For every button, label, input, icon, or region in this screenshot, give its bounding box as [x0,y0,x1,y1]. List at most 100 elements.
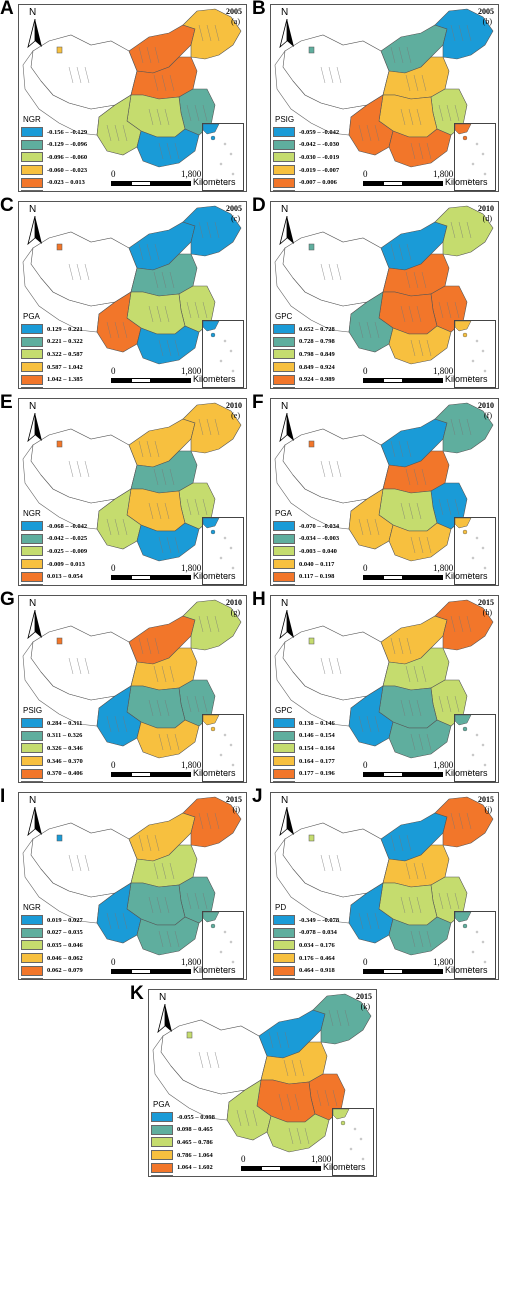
legend-class-label: -0.096 – -0.060 [47,153,88,161]
legend-item: 0.221 – 0.322 [21,336,113,349]
legend-class-label: 0.311 – 0.326 [47,732,83,740]
region-enclave [308,243,315,251]
scale-mid-label: 1,800 [433,563,454,573]
choropleth-map [274,599,494,759]
north-arrow-icon [279,216,294,246]
legend-swatch [21,915,43,926]
legend-item-no-data: No data [21,977,113,979]
legend-class-label: -0.030 – -0.019 [299,153,340,161]
legend-class-label: 0.117 – 0.198 [299,573,335,581]
region-sw [96,685,142,747]
legend-swatch [273,374,295,385]
legend-swatch [21,927,43,938]
south-china-sea-inset [202,320,244,388]
legend-swatch [21,584,43,585]
legend-swatch [151,1124,173,1135]
legend-class-label: 1.042 – 1.385 [47,376,83,384]
legend-swatch [273,584,295,585]
legend-item: 0.177 – 0.196 [273,767,365,780]
legend-item: 0.587 – 1.042 [21,361,113,374]
region-se [388,128,452,168]
scale-zero-label: 0 [111,366,116,376]
region-ne [182,599,242,651]
legend-class-label: -0.055 – 0.098 [177,1113,215,1121]
inset-map [202,517,235,580]
legend-swatch [21,349,43,360]
legend-item-no-data: No data [21,189,113,191]
region-sw [348,685,394,747]
inset-map [454,911,487,974]
scale-mid-label: 1,800 [181,366,202,376]
region-enclave [186,1031,193,1039]
legend-class-label: 0.728 – 0.798 [299,338,335,346]
legend-class-label: -0.009 – 0.013 [47,560,85,568]
legend-swatch [21,190,43,191]
region-ne [312,993,372,1045]
legend-item: -0.129 – -0.096 [21,139,113,152]
legend-swatch [151,1112,173,1123]
north-arrow-icon [27,413,42,443]
scale-unit-label: Kilometers [193,768,236,778]
legend-title: PD [275,903,287,912]
legend-item: 0.027 – 0.035 [21,927,113,940]
north-label: N [281,795,289,806]
panel-letter: G [0,589,15,610]
legend-item-no-data: No data [21,386,113,388]
south-china-sea-inset [454,911,496,979]
scale-bar: 0 1,800 Kilometers [111,563,236,585]
legend-swatch [273,349,295,360]
legend-swatch [21,546,43,557]
scale-bar-graphic [363,378,443,383]
legend-item: 0.924 – 0.989 [273,373,365,386]
legend-item-no-data: No data [273,189,365,191]
legend-swatch [273,152,295,163]
legend-item: -0.078 – 0.034 [273,927,365,940]
map-legend: GPC 0.652 – 0.728 0.728 – 0.798 0.798 – 0.8… [273,312,365,388]
map-frame: 2015 (k) N PGA -0.055 – 0.098 0.098 – 0.465 0.… [148,989,377,1177]
legend-item: 0.786 – 1.064 [151,1149,243,1162]
panel-letter: E [0,392,13,413]
legend-item: -0.096 – -0.060 [21,151,113,164]
legend-swatch [21,362,43,373]
region-se [136,719,200,759]
map-panel-g: G 2010 (g) N PSIG 0.284 – 0.311 0.311 – 0.326 0… [0,589,247,785]
scale-zero-label: 0 [111,169,116,179]
north-arrow-icon [27,19,42,49]
scale-bar-graphic [111,772,191,777]
legend-item: 0.117 – 0.198 [273,570,365,583]
north-arrow-icon [279,807,294,837]
inset-map [202,320,235,383]
scale-bar: 0 1,800 Kilometers [111,957,236,979]
map-legend: PGA -0.070 – -0.034 -0.034 – -0.003 -0.003 … [273,509,365,585]
scale-bar-graphic [363,575,443,580]
scale-mid-label: 1,800 [433,957,454,967]
legend-class-label: 0.035 – 0.046 [47,941,83,949]
map-frame: 2010 (g) N PSIG 0.284 – 0.311 0.311 – 0.326 0.… [18,595,247,783]
scale-mid-label: 1,800 [311,1154,332,1164]
inset-map [202,714,235,777]
legend-item: -0.023 – 0.013 [21,176,113,189]
legend-class-label: -0.003 – 0.040 [299,547,337,555]
legend-class-label: -0.070 – -0.034 [299,522,340,530]
legend-swatch [273,571,295,582]
legend-class-label: -0.068 – -0.042 [47,522,88,530]
legend-title: PSIG [275,115,295,124]
legend-item-no-data: No data [273,977,365,979]
legend-swatch [151,1137,173,1148]
scale-bar-graphic [363,772,443,777]
legend-title: NGR [23,903,41,912]
legend-item-no-data: No data [21,780,113,782]
scale-unit-label: Kilometers [193,177,236,187]
scale-unit-label: Kilometers [193,965,236,975]
map-panel-c: C 2005 (c) N PGA 0.129 – 0.221 0.221 – 0.322 0.… [0,195,247,391]
choropleth-map [274,205,494,365]
region-sw [348,488,394,550]
map-frame: 2015 (h) N GPC 0.138 – 0.146 0.146 – 0.154 0.1… [270,595,499,783]
map-legend: PD -0.349 – -0.078 -0.078 – 0.034 0.034 – 0… [273,903,365,979]
panel-year: 2010 [226,401,242,410]
legend-class-label: 0.849 – 0.924 [299,363,335,371]
panel-letter: D [252,195,266,216]
legend-item: 0.652 – 0.728 [273,323,365,336]
legend-swatch [21,139,43,150]
legend-item: 0.849 – 0.924 [273,361,365,374]
